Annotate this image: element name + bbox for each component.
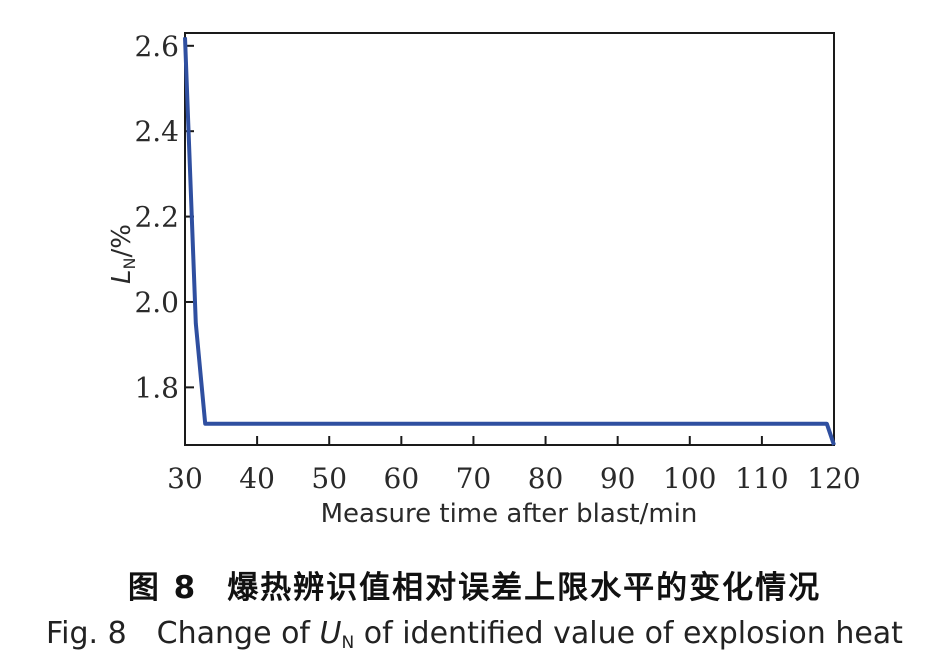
y-axis-title: LN/% [107, 224, 139, 284]
y-tick-label: 2.0 [134, 286, 179, 319]
y-tick-label: 2.2 [134, 201, 179, 234]
line-chart: 1.82.02.22.42.6 30 40 50 60 70 80 90 100 110 120 … [107, 30, 861, 525]
y-axis-title-sub: N [120, 258, 139, 270]
x-tick-label: 30 [167, 462, 203, 495]
x-tick-label: 100 [663, 462, 716, 495]
x-tick-label: 90 [600, 462, 636, 495]
x-tick-label: 50 [311, 462, 347, 495]
y-tick-label: 2.4 [134, 115, 179, 148]
series-layer [183, 37, 836, 446]
x-tick-label: 120 [807, 462, 860, 495]
series-line [183, 37, 836, 446]
x-tick-label: 40 [239, 462, 275, 495]
caption-zh-label: 图 8 [127, 570, 198, 606]
caption-en-var: U [319, 616, 342, 651]
y-tick-label: 1.8 [134, 371, 179, 404]
y-tick-label: 2.6 [134, 30, 179, 63]
x-axis-title: Measure time after blast/min [321, 499, 698, 525]
x-tick-label: 110 [735, 462, 788, 495]
caption-chinese: 图 8 爆热辨识值相对误差上限水平的变化情况 [0, 562, 949, 607]
caption-zh-title: 爆热辨识值相对误差上限水平的变化情况 [227, 570, 822, 606]
caption-en-var-sub: N [341, 633, 355, 653]
y-axis-title-unit: /% [107, 224, 137, 257]
x-tick-label: 60 [384, 462, 420, 495]
x-tick-label: 80 [528, 462, 564, 495]
caption-en-after: of identified value of explosion heat [363, 616, 903, 651]
chart-panel: 1.8 2.0 2.2 2.4 2.6 30 40 50 60 70 80 90 100 110 120 … [98, 28, 862, 525]
caption-en-label: Fig. 8 [46, 616, 127, 651]
caption-english: Fig. 8 Change of UN of identified value o… [0, 616, 949, 653]
x-tick-label: 70 [456, 462, 492, 495]
y-axis-title-main: L [107, 269, 137, 284]
x-axis-ticks: 30 40 50 60 70 80 90 100 110 120 [167, 436, 861, 495]
caption-en-before: Change of [156, 616, 310, 651]
plot-frame [184, 32, 835, 446]
